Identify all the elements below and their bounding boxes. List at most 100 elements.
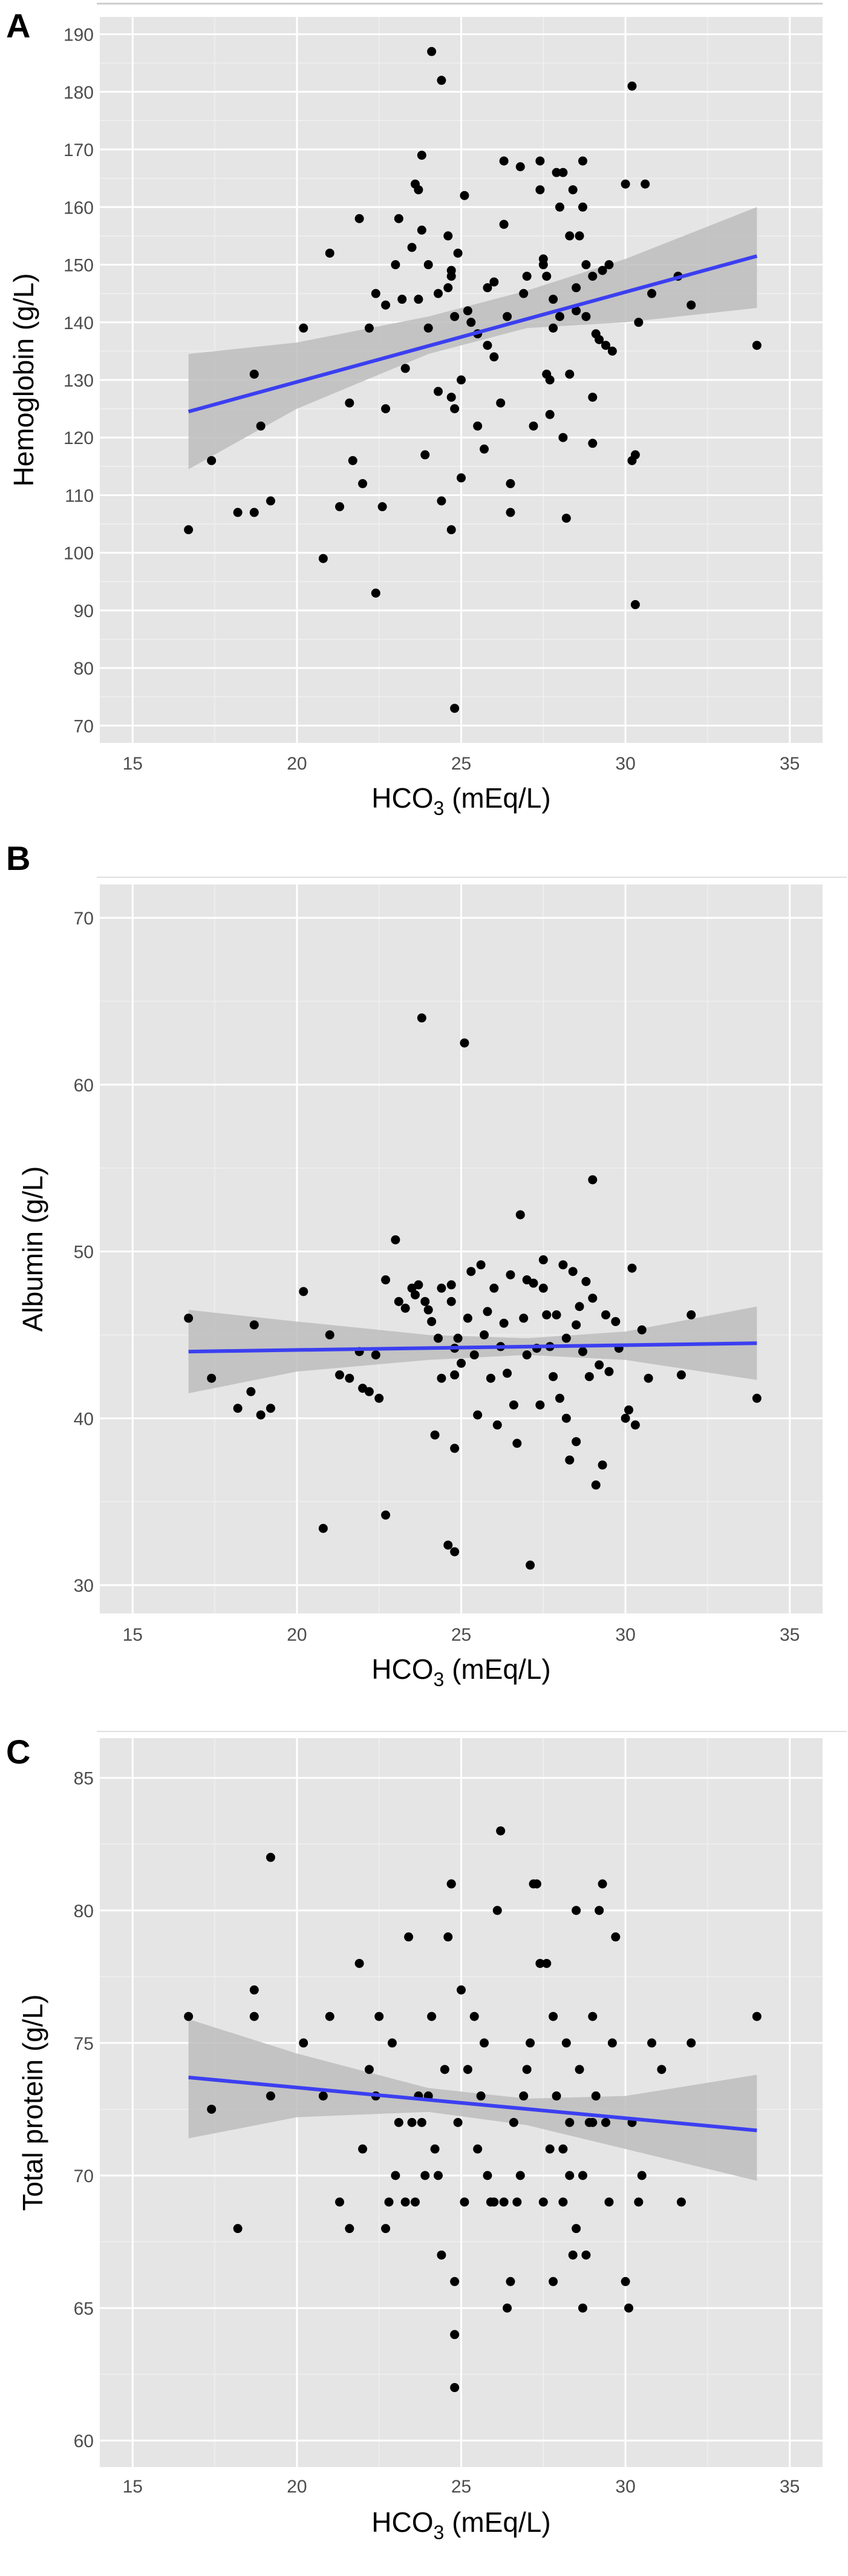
- data-point: [489, 277, 499, 287]
- data-point: [325, 2012, 334, 2021]
- data-point: [575, 1302, 584, 1312]
- data-point: [506, 1270, 515, 1280]
- data-point: [437, 496, 446, 506]
- y-tick-label: 170: [64, 140, 94, 160]
- data-point: [545, 2144, 555, 2154]
- data-point: [476, 2091, 486, 2101]
- data-point: [207, 1373, 217, 1383]
- x-tick-label: 15: [123, 1625, 143, 1645]
- data-point: [549, 1371, 558, 1381]
- confidence-band: [188, 1306, 757, 1394]
- data-point: [381, 1275, 391, 1285]
- data-point: [473, 1410, 483, 1420]
- data-point: [433, 1333, 443, 1343]
- data-point: [417, 151, 426, 160]
- y-tick-label: 190: [64, 25, 94, 45]
- data-point: [572, 2224, 581, 2234]
- data-point: [466, 318, 476, 327]
- data-point: [381, 404, 391, 414]
- data-point: [371, 588, 380, 598]
- x-tick-label: 20: [287, 1625, 307, 1645]
- data-point: [595, 1360, 604, 1370]
- data-point: [588, 1293, 598, 1303]
- data-point: [555, 202, 564, 212]
- data-point: [450, 704, 460, 713]
- data-point: [549, 323, 558, 333]
- data-point: [450, 2277, 460, 2286]
- data-point: [430, 2144, 440, 2154]
- x-tick-label: 30: [615, 754, 635, 774]
- data-point: [503, 1368, 512, 1378]
- data-point: [299, 2038, 308, 2048]
- data-point: [561, 514, 571, 523]
- data-point: [318, 2091, 328, 2101]
- data-point: [404, 1932, 414, 1942]
- data-point: [391, 1235, 400, 1244]
- data-point: [499, 2197, 509, 2207]
- data-point: [430, 1430, 440, 1440]
- data-point: [423, 260, 433, 270]
- x-axis-title-subscript: 3: [434, 797, 445, 819]
- data-point: [417, 2117, 426, 2127]
- data-point: [473, 421, 483, 431]
- data-point: [354, 214, 364, 223]
- data-point: [420, 450, 430, 460]
- x-tick-label: 30: [615, 1625, 635, 1645]
- data-point: [529, 1278, 538, 1288]
- data-point: [433, 387, 443, 396]
- data-point: [549, 2012, 558, 2021]
- data-point: [647, 289, 657, 298]
- data-point: [565, 2171, 575, 2180]
- data-point: [641, 179, 650, 189]
- data-point: [552, 1310, 561, 1319]
- data-point: [407, 243, 417, 252]
- data-point: [581, 260, 591, 270]
- data-point: [519, 1313, 529, 1323]
- x-axis-title-units: (mEq/L): [444, 2506, 550, 2538]
- y-axis-title: Albumin (g/L): [17, 1166, 48, 1332]
- data-point: [266, 496, 275, 506]
- data-point: [433, 2171, 443, 2180]
- data-point: [522, 1350, 532, 1360]
- data-point: [345, 398, 354, 408]
- data-point: [581, 1277, 591, 1286]
- data-point: [595, 335, 604, 344]
- x-axis-title-units: (mEq/L): [444, 782, 550, 814]
- data-point: [483, 1307, 492, 1316]
- data-point: [374, 1393, 384, 1403]
- data-point: [545, 375, 555, 385]
- data-point: [624, 2303, 634, 2313]
- chart-panel-b: 15 20 25 30 35 30 40 50 60 70 HCO3 (mEq/L) Albumin …: [6, 839, 823, 1690]
- data-point: [443, 1540, 453, 1550]
- y-tick-label: 90: [74, 601, 94, 621]
- data-point: [512, 2197, 522, 2207]
- data-point: [634, 2197, 644, 2207]
- data-point: [526, 1560, 535, 1570]
- data-point: [604, 260, 614, 270]
- data-point: [469, 1350, 479, 1360]
- data-point: [400, 364, 410, 373]
- data-point: [752, 2012, 762, 2021]
- data-point: [621, 179, 630, 189]
- data-point: [644, 1373, 653, 1383]
- data-point: [519, 2091, 529, 2101]
- data-point: [611, 1932, 621, 1942]
- data-point: [384, 2197, 394, 2207]
- data-point: [407, 2117, 417, 2127]
- data-point: [335, 1370, 345, 1380]
- data-point: [588, 1175, 598, 1185]
- data-point: [299, 323, 308, 333]
- data-point: [565, 231, 575, 241]
- data-point: [364, 323, 374, 333]
- data-point: [371, 1350, 380, 1360]
- data-point: [480, 444, 489, 454]
- data-point: [446, 393, 456, 402]
- data-point: [604, 2197, 614, 2207]
- data-point: [249, 1985, 259, 1995]
- data-point: [318, 554, 328, 563]
- x-tick-label: 35: [780, 754, 800, 774]
- data-point: [443, 1932, 453, 1942]
- data-point: [410, 2197, 420, 2207]
- data-point: [427, 2012, 437, 2021]
- data-point: [581, 2250, 591, 2260]
